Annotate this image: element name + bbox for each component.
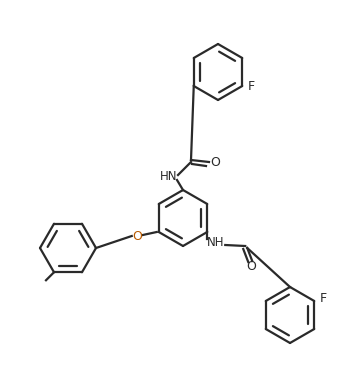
Text: O: O bbox=[210, 156, 220, 168]
Text: HN: HN bbox=[160, 170, 178, 183]
Text: O: O bbox=[132, 229, 142, 243]
Text: F: F bbox=[320, 292, 327, 305]
Text: NH: NH bbox=[207, 236, 224, 248]
Text: O: O bbox=[246, 259, 256, 273]
Text: F: F bbox=[248, 80, 255, 92]
